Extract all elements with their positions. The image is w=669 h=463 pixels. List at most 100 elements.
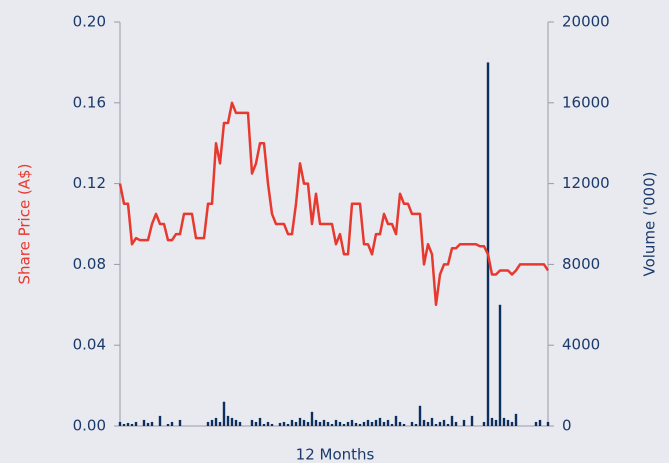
volume-bar xyxy=(314,419,318,426)
volume-bar xyxy=(442,419,446,426)
volume-bar xyxy=(166,423,170,426)
volume-bar xyxy=(334,419,338,426)
volume-bar xyxy=(350,419,354,426)
volume-bar xyxy=(318,421,322,426)
x-axis-label: 12 Months xyxy=(296,446,375,463)
y2-tick-label: 8000 xyxy=(562,255,600,273)
volume-bar xyxy=(282,421,286,426)
volume-bar xyxy=(494,419,498,426)
volume-bar xyxy=(210,419,214,426)
price-line xyxy=(118,101,550,307)
volume-bar xyxy=(178,419,182,426)
y-tick-label: 0.20 xyxy=(73,13,106,31)
volume-bar xyxy=(218,421,222,426)
volume-bar xyxy=(150,421,154,426)
volume-bar xyxy=(338,421,342,426)
y2-axis-label: Volume ('000) xyxy=(641,171,659,276)
volume-bar xyxy=(486,62,490,427)
volume-bar xyxy=(394,415,398,426)
y-tick-label: 0.00 xyxy=(73,417,106,435)
volume-bar xyxy=(538,419,542,426)
volume-bar xyxy=(470,415,474,426)
volume-bar xyxy=(514,413,518,426)
volume-bar xyxy=(266,421,270,426)
volume-bar xyxy=(290,419,294,426)
volume-bar xyxy=(158,415,162,426)
volume-bar xyxy=(534,421,538,426)
volume-bar xyxy=(142,419,146,426)
y-axis-label: Share Price (A$) xyxy=(16,164,34,285)
volume-bar xyxy=(370,421,374,426)
volume-bar xyxy=(398,421,402,426)
volume-bar xyxy=(378,417,382,426)
volume-bar xyxy=(490,417,494,426)
volume-bar xyxy=(426,421,430,426)
volume-bar xyxy=(306,421,310,426)
volume-bar xyxy=(462,419,466,426)
volume-bar xyxy=(214,417,218,426)
volume-bar xyxy=(446,423,450,426)
volume-bar xyxy=(414,423,418,426)
volume-bar xyxy=(250,419,254,426)
volume-bar xyxy=(294,421,298,426)
volume-bar xyxy=(434,423,438,426)
volume-bar xyxy=(302,419,306,426)
volume-bar xyxy=(298,417,302,426)
volume-bar xyxy=(346,421,350,426)
volume-bar xyxy=(278,422,282,426)
volume-bar xyxy=(118,421,122,426)
volume-bar xyxy=(270,423,274,426)
volume-bar xyxy=(310,411,314,426)
volume-bar xyxy=(146,422,150,426)
volume-bar xyxy=(122,423,126,426)
volume-bar xyxy=(382,421,386,426)
volume-bar xyxy=(546,421,550,426)
volume-bar xyxy=(254,421,258,426)
volume-bar xyxy=(206,421,210,426)
volume-bar xyxy=(322,419,326,426)
volume-bar xyxy=(430,417,434,426)
volume-bar xyxy=(222,401,226,426)
volume-bar xyxy=(454,421,458,426)
volume-bar xyxy=(438,421,442,426)
volume-bar xyxy=(354,422,358,426)
y2-tick-label: 20000 xyxy=(562,13,610,31)
volume-bar xyxy=(286,423,290,426)
volume-bar xyxy=(234,419,238,426)
volume-bar xyxy=(326,421,330,426)
y2-tick-label: 16000 xyxy=(562,93,610,111)
volume-bar xyxy=(498,304,502,426)
volume-bar xyxy=(502,417,506,426)
volume-bar xyxy=(366,419,370,426)
volume-bar xyxy=(362,421,366,426)
volume-bar xyxy=(342,423,346,426)
volume-bar xyxy=(226,415,230,426)
volume-bar xyxy=(230,417,234,426)
volume-bar xyxy=(386,419,390,426)
volume-bar xyxy=(262,423,266,426)
volume-bar xyxy=(482,421,486,426)
volume-bar xyxy=(422,419,426,426)
volume-bar xyxy=(374,419,378,426)
volume-bar xyxy=(330,423,334,426)
volume-bar xyxy=(390,423,394,426)
y-tick-label: 0.12 xyxy=(73,174,106,192)
volume-bar xyxy=(510,421,514,426)
volume-bar xyxy=(238,421,242,426)
y2-tick-label: 0 xyxy=(562,417,572,435)
volume-bar xyxy=(258,417,262,426)
y2-tick-label: 12000 xyxy=(562,174,610,192)
y-tick-label: 0.04 xyxy=(73,336,106,354)
volume-bar xyxy=(126,422,130,426)
y-tick-label: 0.16 xyxy=(73,93,106,111)
volume-bar xyxy=(450,415,454,426)
volume-bar xyxy=(418,405,422,426)
volume-bar xyxy=(130,423,134,426)
y-tick-label: 0.08 xyxy=(73,255,106,273)
volume-bar xyxy=(402,423,406,426)
volume-bar xyxy=(358,423,362,426)
y2-tick-label: 4000 xyxy=(562,336,600,354)
